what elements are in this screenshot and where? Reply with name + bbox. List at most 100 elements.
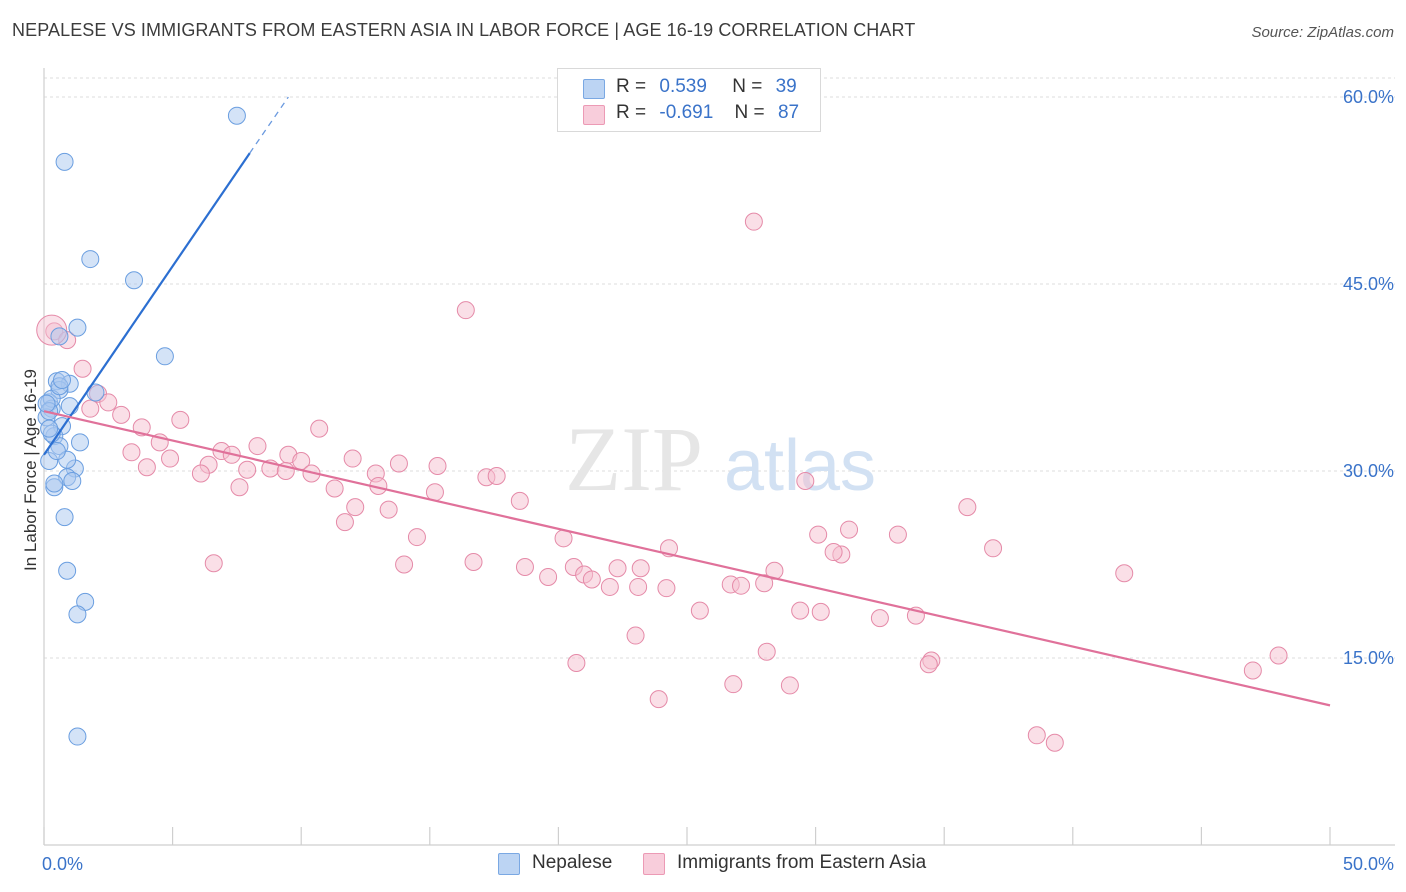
immigrants-point-75 xyxy=(755,574,774,593)
nepalese-point-5 xyxy=(50,327,69,346)
immigrants-point-21 xyxy=(428,457,447,476)
chart-title: NEPALESE VS IMMIGRANTS FROM EASTERN ASIA… xyxy=(12,20,916,40)
immigrants-point-42 xyxy=(840,520,859,539)
legend-n-label: N = xyxy=(734,102,765,123)
nepalese-point-4 xyxy=(68,318,87,337)
immigrants-point-66 xyxy=(811,602,830,621)
legend-r-label: R = xyxy=(616,76,647,97)
immigrants-point-48 xyxy=(515,557,534,576)
nepalese-point-27 xyxy=(68,727,87,746)
immigrants-point-7 xyxy=(171,410,190,429)
y-tick-label-2: 45.0% xyxy=(1343,274,1394,294)
immigrants-point-22 xyxy=(137,458,156,477)
immigrants-trend-line xyxy=(43,410,1331,707)
immigrants-point-12 xyxy=(122,443,141,462)
legend-r-label: R = xyxy=(616,102,647,123)
watermark: ZIP atlas xyxy=(565,408,876,510)
immigrants-point-60 xyxy=(629,577,648,596)
y-tick-label-3: 60.0% xyxy=(1343,87,1394,107)
nepalese-point-16 xyxy=(71,433,90,452)
immigrants-point-55 xyxy=(204,554,223,573)
immigrants-point-23 xyxy=(238,460,257,479)
immigrants-point-68 xyxy=(870,609,889,628)
immigrants-point-53 xyxy=(984,539,1003,558)
immigrants-point-84 xyxy=(744,212,763,231)
immigrants-point-67 xyxy=(690,601,709,620)
nepalese-points xyxy=(37,106,246,746)
immigrants-point-85 xyxy=(919,655,938,674)
series-swatch-pink xyxy=(643,853,665,875)
immigrants-point-4 xyxy=(99,393,118,412)
legend-swatch-blue xyxy=(583,79,605,99)
immigrants-point-86 xyxy=(780,676,799,695)
x-tick-label-min: 0.0% xyxy=(42,854,83,874)
immigrants-point-71 xyxy=(626,626,645,645)
immigrants-point-33 xyxy=(230,478,249,497)
gridlines xyxy=(44,77,1395,659)
nepalese-point-23 xyxy=(55,508,74,527)
immigrants-points xyxy=(36,212,1288,752)
nepalese-point-0 xyxy=(227,106,246,125)
immigrants-point-78 xyxy=(1243,661,1262,680)
immigrants-point-35 xyxy=(510,491,529,510)
immigrants-point-11 xyxy=(248,437,267,456)
immigrants-point-19 xyxy=(389,454,408,473)
nepalese-point-38 xyxy=(40,419,59,438)
immigrants-point-43 xyxy=(888,525,907,544)
legend-swatch-pink xyxy=(583,105,605,125)
immigrants-point-62 xyxy=(539,567,558,586)
series-swatch-blue xyxy=(498,853,520,875)
nepalese-point-2 xyxy=(81,250,100,269)
immigrants-point-31 xyxy=(325,479,344,498)
immigrants-point-17 xyxy=(343,449,362,468)
immigrants-point-6 xyxy=(112,405,131,424)
trend-lines xyxy=(43,96,1331,707)
nepalese-point-34 xyxy=(47,442,66,461)
immigrants-point-30 xyxy=(487,466,506,485)
nepalese-point-35 xyxy=(37,394,56,413)
nepalese-point-30 xyxy=(60,397,79,416)
immigrants-point-40 xyxy=(796,471,815,490)
nepalese-point-24 xyxy=(58,561,77,580)
immigrants-point-61 xyxy=(657,579,676,598)
immigrants-point-59 xyxy=(600,577,619,596)
immigrants-point-36 xyxy=(346,498,365,517)
immigrants-point-58 xyxy=(582,570,601,589)
series-name-nepalese: Nepalese xyxy=(532,852,613,873)
nepalese-point-37 xyxy=(45,474,64,493)
nepalese-point-22 xyxy=(63,471,82,490)
nepalese-point-6 xyxy=(155,347,174,366)
immigrants-point-5 xyxy=(81,399,100,418)
immigrants-point-79 xyxy=(1027,726,1046,745)
immigrants-point-54 xyxy=(1115,564,1134,583)
immigrants-point-47 xyxy=(464,553,483,572)
correlation-legend: R = 0.539 N = 39 R = -0.691 N = 87 xyxy=(557,68,821,132)
immigrants-point-64 xyxy=(732,576,751,595)
immigrants-point-56 xyxy=(395,555,414,574)
immigrants-point-81 xyxy=(724,675,743,694)
watermark-zip: ZIP xyxy=(565,408,703,510)
nepalese-point-31 xyxy=(53,370,72,389)
nepalese-trend-line xyxy=(43,152,251,456)
immigrants-point-9 xyxy=(310,419,329,438)
immigrants-point-82 xyxy=(649,690,668,709)
immigrants-point-37 xyxy=(379,500,398,519)
series-name-immigrants: Immigrants from Eastern Asia xyxy=(677,852,927,873)
immigrants-point-76 xyxy=(824,543,843,562)
immigrants-point-26 xyxy=(191,464,210,483)
legend-n-label: N = xyxy=(732,76,763,97)
watermark-atlas: atlas xyxy=(724,426,876,506)
legend-r-value-immigrants: -0.691 xyxy=(659,102,714,123)
immigrants-point-2 xyxy=(73,359,92,378)
nepalese-trend-extension xyxy=(249,96,289,154)
legend-n-value-immigrants: 87 xyxy=(777,102,800,123)
immigrants-point-38 xyxy=(958,498,977,517)
nepalese-point-1 xyxy=(55,152,74,171)
y-tick-label-0: 15.0% xyxy=(1343,648,1394,668)
tick-labels: 15.0% 30.0% 45.0% 60.0% 0.0% 50.0% xyxy=(42,87,1394,874)
immigrants-point-50 xyxy=(608,559,627,578)
immigrants-point-65 xyxy=(791,601,810,620)
immigrants-point-44 xyxy=(809,525,828,544)
source-label: Source: ZipAtlas.com xyxy=(1251,24,1394,41)
